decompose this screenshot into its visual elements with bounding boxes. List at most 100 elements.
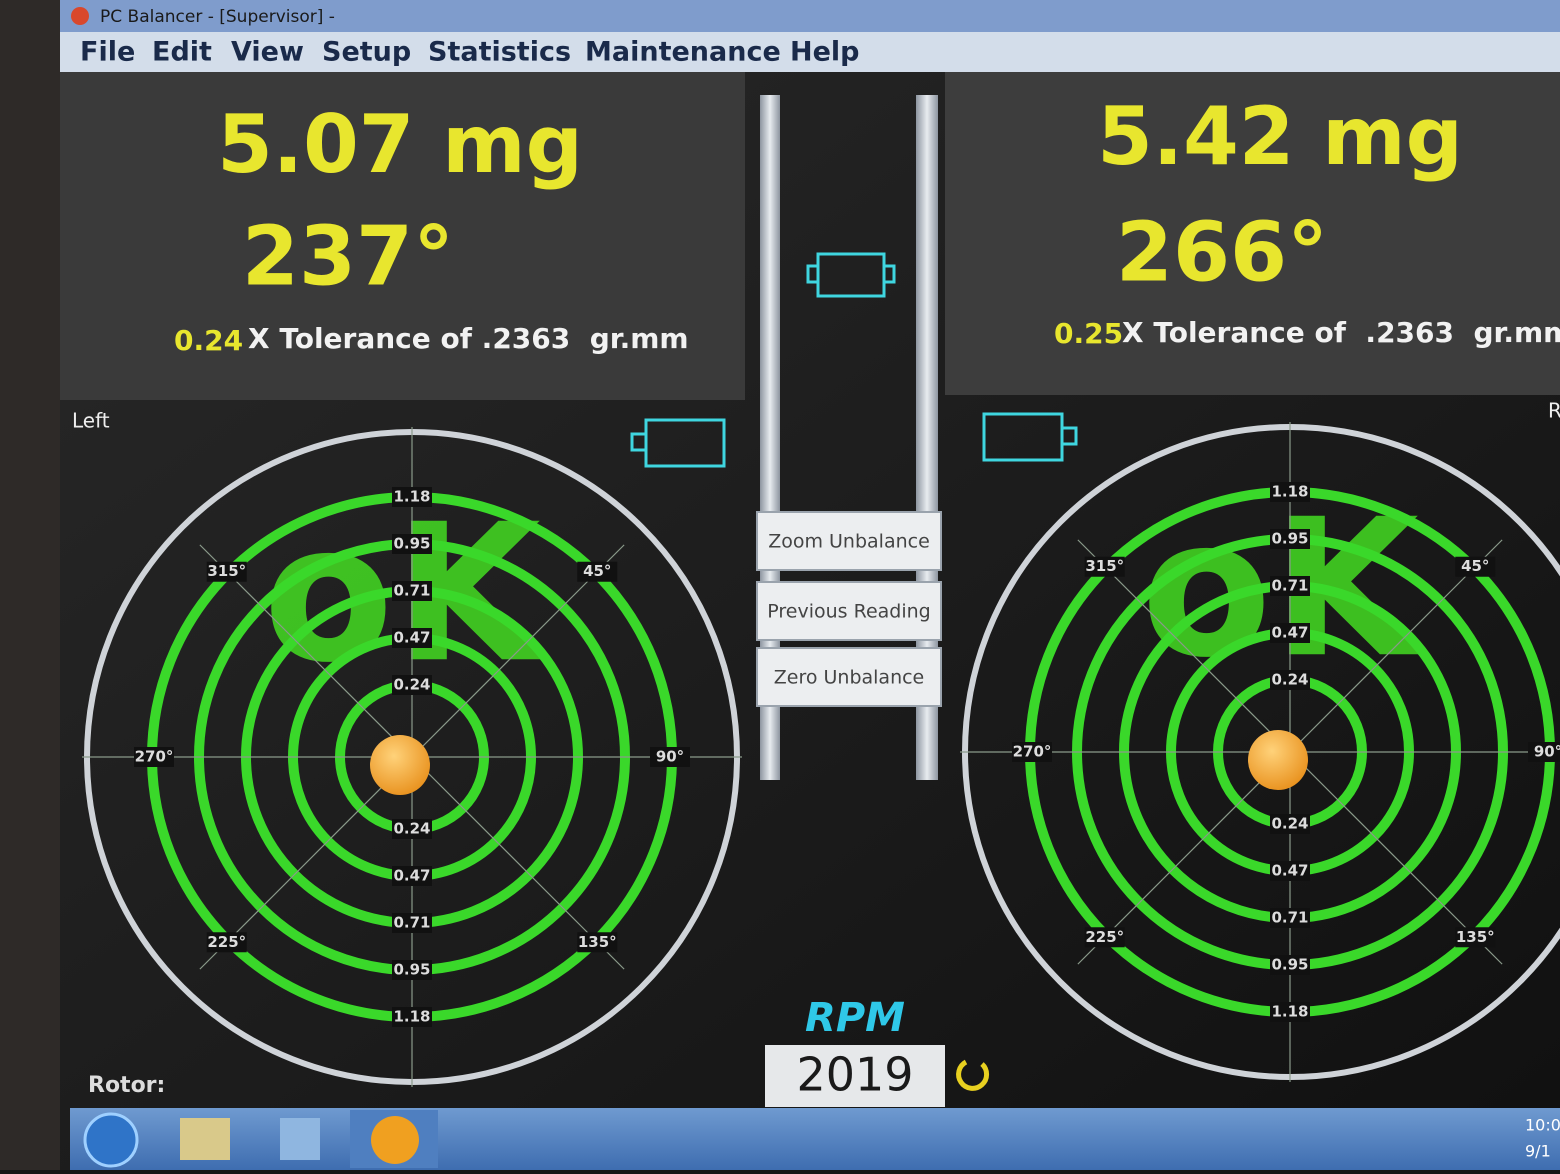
ring-label-bg xyxy=(392,581,432,601)
angle-label: 270° xyxy=(135,748,174,766)
ring-label-bg xyxy=(1270,908,1310,928)
button-label: Previous Reading xyxy=(767,601,930,623)
button[interactable] xyxy=(756,511,942,571)
unbalance-dot xyxy=(370,735,430,795)
ring-label: 0.95 xyxy=(393,961,430,979)
ring-label: 0.24 xyxy=(393,820,430,838)
angle-label-bg xyxy=(1455,927,1496,948)
ring-label: 1.18 xyxy=(1271,1003,1308,1021)
angle-label: 135° xyxy=(578,933,617,951)
ring-label-bg xyxy=(1270,814,1310,834)
ring-label: 0.24 xyxy=(393,676,430,694)
ring-label: 1.18 xyxy=(393,488,430,506)
taskbar-app[interactable] xyxy=(180,1118,230,1160)
angle-label-bg xyxy=(1012,742,1052,762)
button[interactable] xyxy=(756,581,942,641)
ring-label-bg xyxy=(1270,861,1310,881)
taskbar-app[interactable] xyxy=(280,1118,320,1160)
ring-label-bg xyxy=(392,960,432,980)
menu-bar xyxy=(60,32,1560,72)
angle-label: 45° xyxy=(1461,557,1489,575)
start-button[interactable] xyxy=(83,1112,139,1168)
ring-label: 0.47 xyxy=(393,629,430,647)
motor-icon xyxy=(630,252,1078,468)
angle-label-bg xyxy=(1084,927,1125,948)
ring-label-bg xyxy=(392,819,432,839)
right-side-label: R xyxy=(1548,399,1560,423)
ring-label: 1.18 xyxy=(1271,483,1308,501)
angle-label-bg xyxy=(1528,742,1560,762)
ring-label: 0.95 xyxy=(1271,530,1308,548)
ring-label-bg xyxy=(1270,529,1310,549)
angle-label: 135° xyxy=(1456,928,1495,946)
ring-label-bg xyxy=(392,534,432,554)
clock-time: 10:0 xyxy=(1525,1116,1560,1135)
angle-label-bg xyxy=(1455,556,1496,577)
right-polar: oK1.181.180.950.950.710.710.470.470.240.… xyxy=(960,422,1560,1082)
right-angle: 266° xyxy=(1116,205,1328,300)
ring-label: 0.95 xyxy=(393,535,430,553)
rpm-box xyxy=(765,1045,945,1107)
angle-label: 90° xyxy=(1534,743,1560,761)
ring-label-bg xyxy=(1270,576,1310,596)
right-tolerance-text: X Tolerance of .2363 gr.mm xyxy=(1122,316,1560,349)
ring-label: 0.47 xyxy=(1271,624,1308,642)
menu-item[interactable]: Maintenance xyxy=(585,37,781,68)
right-panel xyxy=(945,72,1560,395)
unbalance-dot xyxy=(1248,730,1308,790)
ring-label: 0.47 xyxy=(1271,862,1308,880)
menu-item[interactable]: Help xyxy=(790,37,860,68)
ring-label-bg xyxy=(1270,955,1310,975)
ring-label: 0.71 xyxy=(1271,577,1308,595)
ring-label-bg xyxy=(392,487,432,507)
angle-label: 315° xyxy=(207,562,246,580)
reset-icon[interactable] xyxy=(956,1059,990,1091)
ring-label: 0.24 xyxy=(1271,815,1308,833)
menu-item[interactable]: Statistics xyxy=(428,37,571,68)
right-weight: 5.42 mg xyxy=(1097,90,1463,183)
ring-label: 0.71 xyxy=(1271,909,1308,927)
ring-label: 0.71 xyxy=(393,582,430,600)
menu-item[interactable]: File xyxy=(80,37,135,68)
left-tolerance-factor: 0.24 xyxy=(174,324,243,357)
app-icon xyxy=(71,7,89,25)
ring-label-bg xyxy=(1270,482,1310,502)
angle-label-bg xyxy=(650,747,690,767)
ring-label-bg xyxy=(392,913,432,933)
angle-label-bg xyxy=(206,932,247,953)
ring-label: 0.95 xyxy=(1271,956,1308,974)
angle-label-bg xyxy=(134,747,174,767)
button-label: Zero Unbalance xyxy=(774,667,925,689)
button-label: Zoom Unbalance xyxy=(768,531,930,553)
left-side-label: Left xyxy=(72,409,110,433)
rpm-value: 2019 xyxy=(796,1048,913,1102)
angle-label-bg xyxy=(1084,556,1125,577)
taskbar-app-icon xyxy=(371,1116,419,1164)
rotor-label: Rotor: xyxy=(88,1073,165,1098)
clock-date: 9/1 xyxy=(1525,1142,1551,1161)
angle-label-bg xyxy=(206,561,247,582)
bezel xyxy=(0,0,60,1170)
left-tolerance-text: X Tolerance of .2363 gr.mm xyxy=(248,322,689,355)
menu-item[interactable]: Edit xyxy=(152,37,212,68)
button[interactable] xyxy=(756,647,942,707)
ring-label-bg xyxy=(1270,623,1310,643)
angle-label: 45° xyxy=(583,562,611,580)
angle-label: 225° xyxy=(207,933,246,951)
ring-label-bg xyxy=(392,1007,432,1027)
title-bar xyxy=(60,0,1560,32)
ring-label: 0.47 xyxy=(393,867,430,885)
right-tolerance-factor: 0.25 xyxy=(1054,317,1123,350)
left-polar: oK1.181.180.950.950.710.710.470.470.240.… xyxy=(82,427,742,1087)
angle-label: 315° xyxy=(1085,557,1124,575)
menu-item[interactable]: Setup xyxy=(322,37,411,68)
ring-label-bg xyxy=(1270,1002,1310,1022)
angle-label: 270° xyxy=(1013,743,1052,761)
menu-item[interactable]: View xyxy=(231,37,304,68)
ring-label: 0.71 xyxy=(393,914,430,932)
angle-label-bg xyxy=(577,561,618,582)
window-title: PC Balancer - [Supervisor] - xyxy=(100,7,335,27)
ring-label: 0.24 xyxy=(1271,671,1308,689)
